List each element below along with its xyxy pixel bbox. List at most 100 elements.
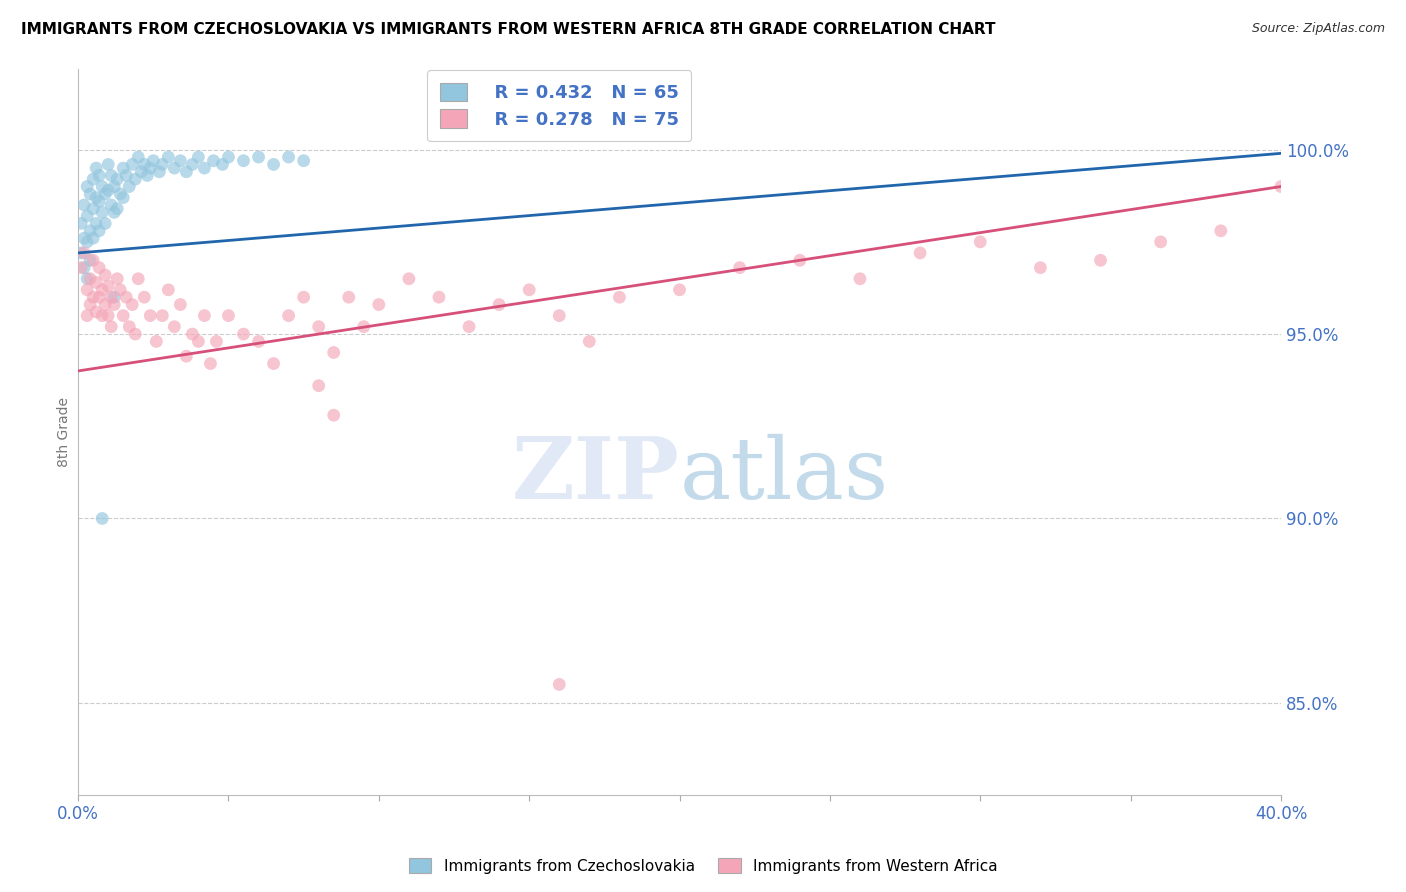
Point	[73, 198, 96, 212]
Point	[247, 150, 270, 164]
Text: atlas: atlas	[679, 434, 889, 517]
Point	[427, 290, 450, 304]
Point	[89, 224, 111, 238]
Point	[134, 290, 156, 304]
Point	[728, 260, 751, 275]
Point	[84, 161, 107, 175]
Point	[73, 260, 96, 275]
Point	[263, 357, 285, 371]
Point	[193, 161, 215, 175]
Point	[139, 309, 162, 323]
Point	[1209, 224, 1232, 238]
Legend: Immigrants from Czechoslovakia, Immigrants from Western Africa: Immigrants from Czechoslovakia, Immigran…	[402, 852, 1004, 880]
Point	[148, 165, 170, 179]
Point	[73, 231, 96, 245]
Point	[163, 319, 186, 334]
Point	[150, 157, 173, 171]
Point	[91, 511, 114, 525]
Point	[76, 179, 98, 194]
Point	[609, 290, 631, 304]
Point	[79, 253, 101, 268]
Point	[1270, 179, 1292, 194]
Point	[292, 153, 315, 168]
Point	[308, 319, 330, 334]
Point	[211, 157, 233, 171]
Point	[1150, 235, 1173, 249]
Point	[103, 290, 125, 304]
Point	[163, 161, 186, 175]
Point	[578, 334, 600, 349]
Point	[187, 150, 209, 164]
Point	[76, 283, 98, 297]
Point	[89, 194, 111, 209]
Point	[76, 235, 98, 249]
Point	[76, 209, 98, 223]
Point	[70, 246, 93, 260]
Point	[82, 290, 104, 304]
Point	[115, 290, 138, 304]
Point	[118, 179, 141, 194]
Point	[97, 309, 120, 323]
Point	[112, 309, 135, 323]
Point	[193, 309, 215, 323]
Point	[200, 357, 222, 371]
Point	[548, 677, 571, 691]
Point	[79, 186, 101, 201]
Point	[79, 224, 101, 238]
Point	[105, 202, 128, 216]
Point	[263, 157, 285, 171]
Point	[458, 319, 481, 334]
Point	[232, 153, 254, 168]
Point	[150, 309, 173, 323]
Point	[969, 235, 991, 249]
Point	[84, 216, 107, 230]
Point	[79, 297, 101, 311]
Point	[110, 283, 132, 297]
Point	[89, 290, 111, 304]
Point	[70, 260, 93, 275]
Point	[70, 216, 93, 230]
Point	[337, 290, 360, 304]
Point	[398, 271, 420, 285]
Point	[1090, 253, 1112, 268]
Point	[103, 179, 125, 194]
Point	[367, 297, 389, 311]
Point	[789, 253, 811, 268]
Point	[202, 153, 225, 168]
Point	[115, 169, 138, 183]
Point	[517, 283, 540, 297]
Point	[129, 165, 152, 179]
Point	[105, 271, 128, 285]
Point	[100, 198, 122, 212]
Point	[103, 297, 125, 311]
Point	[322, 408, 344, 422]
Point	[91, 205, 114, 219]
Point	[94, 216, 117, 230]
Point	[121, 157, 143, 171]
Point	[157, 150, 180, 164]
Point	[73, 246, 96, 260]
Point	[112, 191, 135, 205]
Point	[100, 319, 122, 334]
Point	[157, 283, 180, 297]
Point	[97, 279, 120, 293]
Point	[100, 169, 122, 183]
Point	[82, 253, 104, 268]
Point	[139, 161, 162, 175]
Point	[849, 271, 872, 285]
Point	[169, 153, 191, 168]
Point	[277, 150, 299, 164]
Point	[548, 309, 571, 323]
Point	[121, 297, 143, 311]
Y-axis label: 8th Grade: 8th Grade	[58, 397, 72, 467]
Point	[127, 150, 149, 164]
Point	[308, 378, 330, 392]
Point	[136, 169, 159, 183]
Point	[91, 283, 114, 297]
Point	[292, 290, 315, 304]
Point	[84, 276, 107, 290]
Point	[118, 319, 141, 334]
Point	[124, 172, 146, 186]
Point	[668, 283, 690, 297]
Point	[908, 246, 931, 260]
